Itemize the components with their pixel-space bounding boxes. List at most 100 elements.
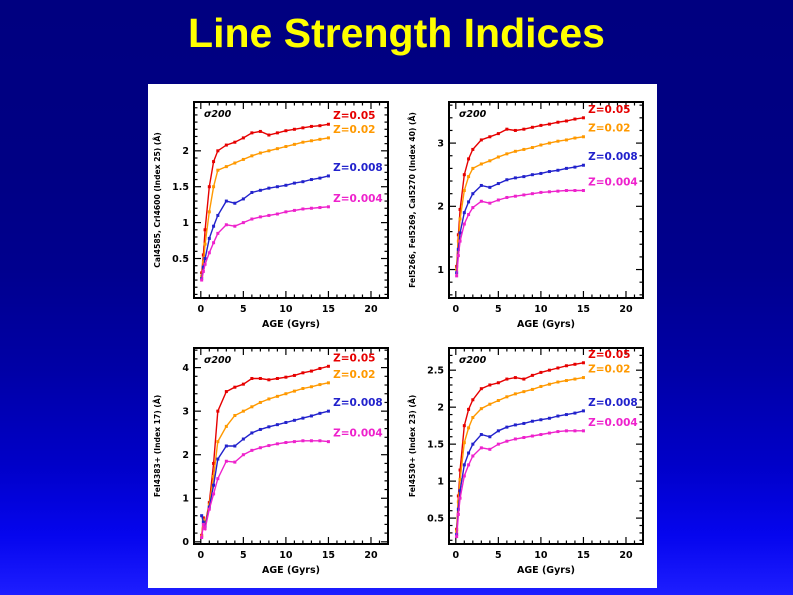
legend-label-Z=0.05: Z=0.05 <box>333 352 375 364</box>
data-point <box>212 492 216 496</box>
data-point <box>250 217 254 221</box>
series-line-Z=0.02 <box>456 136 584 270</box>
y-tick-label: 0 <box>182 537 189 548</box>
data-point <box>224 223 228 227</box>
data-point <box>467 407 471 411</box>
data-point <box>258 188 262 192</box>
data-point <box>284 420 288 424</box>
data-point <box>275 394 279 398</box>
data-point <box>216 409 220 413</box>
data-point <box>564 138 568 142</box>
data-point <box>250 190 254 194</box>
sigma-annotation: σ200 <box>459 109 487 120</box>
legend-label-Z=0.02: Z=0.02 <box>588 364 630 376</box>
data-point <box>458 207 462 211</box>
data-point <box>216 457 220 461</box>
chart-svg: 0 5 10 15 20 1 2 3 AGE (Gyrs) FeI5266, FeI5269, C… <box>408 101 644 330</box>
data-point <box>233 140 237 144</box>
data-point <box>201 260 205 264</box>
data-point <box>458 231 462 235</box>
data-point <box>241 157 245 161</box>
data-point <box>275 185 279 189</box>
data-point <box>496 381 500 385</box>
data-point <box>212 185 216 189</box>
data-point <box>471 192 475 196</box>
data-point <box>556 168 560 172</box>
data-point <box>212 241 216 245</box>
y-tick-label: 3 <box>437 138 444 149</box>
data-point <box>267 425 271 429</box>
data-point <box>471 416 475 420</box>
data-point <box>496 198 500 202</box>
data-point <box>326 409 330 413</box>
data-point <box>224 165 228 169</box>
data-point <box>471 442 475 446</box>
data-point <box>267 444 271 448</box>
chart-top-left-cai4585-cri4600: 0 5 10 15 20 0.5 1 1.5 2 AGE (Gyrs) CaI4585, CrI46… <box>148 90 402 338</box>
legend-label-Z=0.05: Z=0.05 <box>588 349 630 361</box>
y-tick-label: 4 <box>182 363 189 374</box>
data-point <box>573 189 577 193</box>
data-point <box>522 193 526 197</box>
data-point <box>458 489 462 493</box>
data-point <box>547 431 551 435</box>
data-point <box>301 387 305 391</box>
data-point <box>573 136 577 140</box>
data-point <box>207 251 211 255</box>
x-tick-label: 5 <box>495 304 502 315</box>
data-point <box>496 182 500 186</box>
data-point <box>258 427 262 431</box>
series-line-Z=0.004 <box>201 206 329 281</box>
data-point <box>201 253 205 257</box>
y-tick-label: 2 <box>182 450 189 461</box>
data-point <box>556 189 560 193</box>
data-point <box>250 131 254 135</box>
y-axis-label: CaI4585, CrI4600 (Index 25) (Å) <box>153 132 162 267</box>
x-axis-label: AGE (Gyrs) <box>517 319 575 330</box>
plot-frame <box>193 101 389 299</box>
data-point <box>301 371 305 375</box>
data-point <box>513 149 517 153</box>
data-point <box>467 463 471 467</box>
x-tick-label: 5 <box>240 550 247 561</box>
data-point <box>309 139 313 143</box>
data-point <box>564 364 568 368</box>
y-tick-label: 1 <box>182 218 189 229</box>
sigma-annotation: σ200 <box>459 355 487 366</box>
data-point <box>581 116 585 120</box>
data-point <box>462 189 466 193</box>
data-point <box>326 122 330 126</box>
chart-svg: 0 5 10 15 20 0 1 2 3 4 AGE (Gyrs) FeI4383+ (Index 1… <box>153 347 389 576</box>
data-point <box>522 435 526 439</box>
data-point <box>309 178 313 182</box>
data-point <box>530 387 534 391</box>
x-tick-label: 0 <box>197 304 204 315</box>
data-point <box>233 460 237 464</box>
data-point <box>539 143 543 147</box>
data-point <box>275 212 279 216</box>
legend-label-Z=0.008: Z=0.008 <box>333 162 383 174</box>
data-point <box>573 429 577 433</box>
data-point <box>471 147 475 151</box>
y-tick-label: 1 <box>182 494 189 505</box>
data-point <box>201 265 205 269</box>
data-point <box>581 189 585 193</box>
data-point <box>216 149 220 153</box>
data-point <box>530 419 534 423</box>
data-point <box>462 441 466 445</box>
data-point <box>301 140 305 144</box>
x-tick-label: 20 <box>619 550 633 561</box>
data-point <box>250 376 254 380</box>
data-point <box>284 129 288 133</box>
data-point <box>318 366 322 370</box>
data-point <box>564 189 568 193</box>
data-point <box>241 221 245 225</box>
x-tick-label: 10 <box>534 304 548 315</box>
data-point <box>456 500 460 504</box>
x-axis-label: AGE (Gyrs) <box>262 319 320 330</box>
data-point <box>505 377 509 381</box>
data-point <box>267 149 271 153</box>
data-point <box>292 418 296 422</box>
legend-label-Z=0.05: Z=0.05 <box>333 110 375 122</box>
data-point <box>203 257 207 261</box>
